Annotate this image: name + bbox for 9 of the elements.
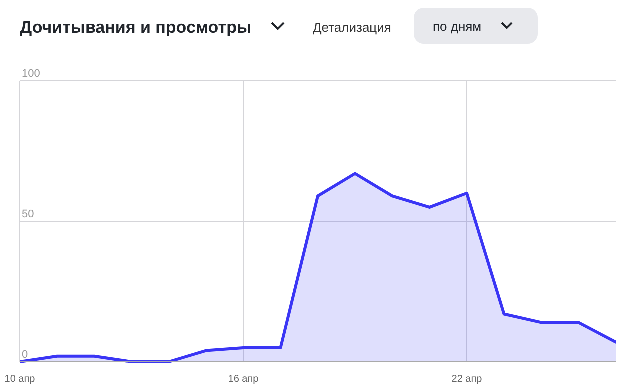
text: Детализация — [313, 20, 392, 35]
x-tick-label: 22 апр — [452, 374, 483, 385]
dropdown-button: по дням — [414, 8, 538, 44]
x-tick-label: 10 апр — [4, 374, 36, 385]
y-tick-label: 50 — [22, 208, 34, 220]
y-tick-label: 0 — [22, 349, 28, 361]
chart-title: Дочитывания и просмотры — [20, 18, 252, 37]
y-tick-label: 100 — [22, 68, 40, 80]
x-tick-label: 16 апр — [228, 374, 260, 385]
